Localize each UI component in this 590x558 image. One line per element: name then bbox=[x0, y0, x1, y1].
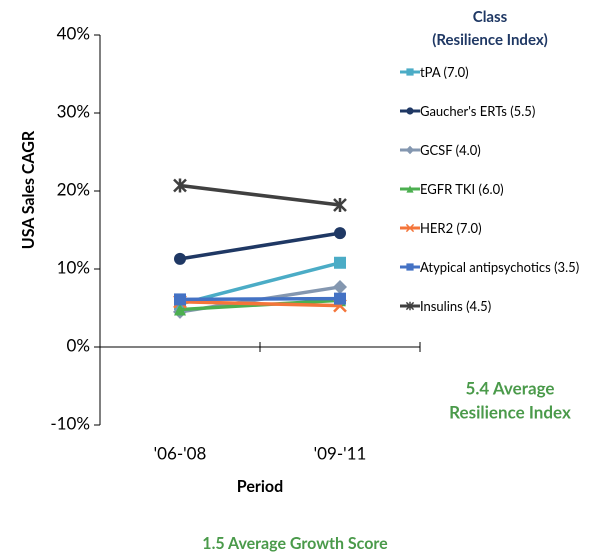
marker bbox=[405, 301, 415, 311]
legend-label: GCSF (4.0) bbox=[420, 142, 481, 158]
legend-marker bbox=[406, 185, 414, 193]
legend-entry: HER2 (7.0) bbox=[400, 220, 585, 236]
legend-icon bbox=[400, 185, 420, 193]
line bbox=[179, 261, 341, 306]
line bbox=[179, 296, 341, 302]
legend-icon bbox=[400, 263, 420, 271]
marker bbox=[405, 223, 415, 233]
marker bbox=[334, 292, 346, 305]
legend-label: Gaucher's ERTs (5.5) bbox=[420, 103, 536, 119]
legend-entry: GCSF (4.0) bbox=[400, 142, 585, 158]
legend-icon bbox=[400, 223, 420, 233]
annotation: Resilience Index bbox=[449, 401, 571, 422]
marker bbox=[334, 256, 346, 269]
marker bbox=[173, 178, 187, 193]
series bbox=[174, 292, 346, 306]
y-tick-label: 0% bbox=[67, 334, 91, 355]
marker bbox=[174, 252, 186, 265]
y-tick-label: -10% bbox=[50, 412, 90, 433]
y-axis-label: USA Sales CAGR bbox=[19, 130, 38, 249]
marker bbox=[406, 263, 414, 271]
legend-entry: Insulins (4.5) bbox=[400, 298, 585, 314]
legend-label: Atypical antipsychotics (3.5) bbox=[420, 259, 580, 275]
y-tick-label: 40% bbox=[57, 22, 90, 43]
marker bbox=[174, 303, 186, 316]
line bbox=[179, 231, 341, 261]
legend-entry: Gaucher's ERTs (5.5) bbox=[400, 103, 585, 119]
y-tick-label: 30% bbox=[57, 100, 90, 121]
legend-marker bbox=[405, 301, 415, 311]
legend-title: (Resilience Index) bbox=[432, 31, 548, 49]
line bbox=[179, 183, 341, 207]
x-axis-label: Period bbox=[237, 477, 283, 496]
legend-marker bbox=[406, 68, 414, 76]
legend-icon bbox=[400, 145, 420, 155]
annotation: 5.4 Average bbox=[466, 377, 555, 398]
legend-marker bbox=[405, 223, 415, 233]
annotation: 1.5 Average Growth Score bbox=[202, 534, 388, 553]
series bbox=[174, 227, 346, 265]
marker bbox=[333, 198, 347, 213]
x-tick-label: '09-'11 bbox=[314, 442, 367, 463]
legend-label: HER2 (7.0) bbox=[420, 220, 482, 236]
marker bbox=[333, 279, 347, 294]
legend-marker bbox=[406, 107, 414, 115]
legend-marker bbox=[405, 145, 415, 155]
legend-entry: tPA (7.0) bbox=[400, 64, 585, 80]
legend-icon bbox=[400, 68, 420, 76]
legend-icon bbox=[400, 107, 420, 115]
marker bbox=[406, 107, 414, 115]
legend-label: EGFR TKI (6.0) bbox=[420, 181, 504, 197]
marker bbox=[334, 227, 346, 240]
marker bbox=[406, 185, 414, 193]
x-tick-label: '06-'08 bbox=[154, 442, 207, 463]
legend-marker bbox=[406, 263, 414, 271]
marker bbox=[405, 145, 415, 155]
y-tick-label: 20% bbox=[57, 178, 90, 199]
series bbox=[173, 178, 347, 213]
marker bbox=[174, 293, 186, 306]
legend-icon bbox=[400, 301, 420, 311]
legend-entry: EGFR TKI (6.0) bbox=[400, 181, 585, 197]
legend-label: tPA (7.0) bbox=[420, 64, 469, 80]
y-tick-label: 10% bbox=[57, 256, 90, 277]
legend-label: Insulins (4.5) bbox=[420, 298, 492, 314]
legend-entry: Atypical antipsychotics (3.5) bbox=[400, 259, 585, 275]
line bbox=[179, 300, 341, 308]
marker bbox=[406, 68, 414, 76]
legend-title: Class bbox=[473, 8, 508, 26]
